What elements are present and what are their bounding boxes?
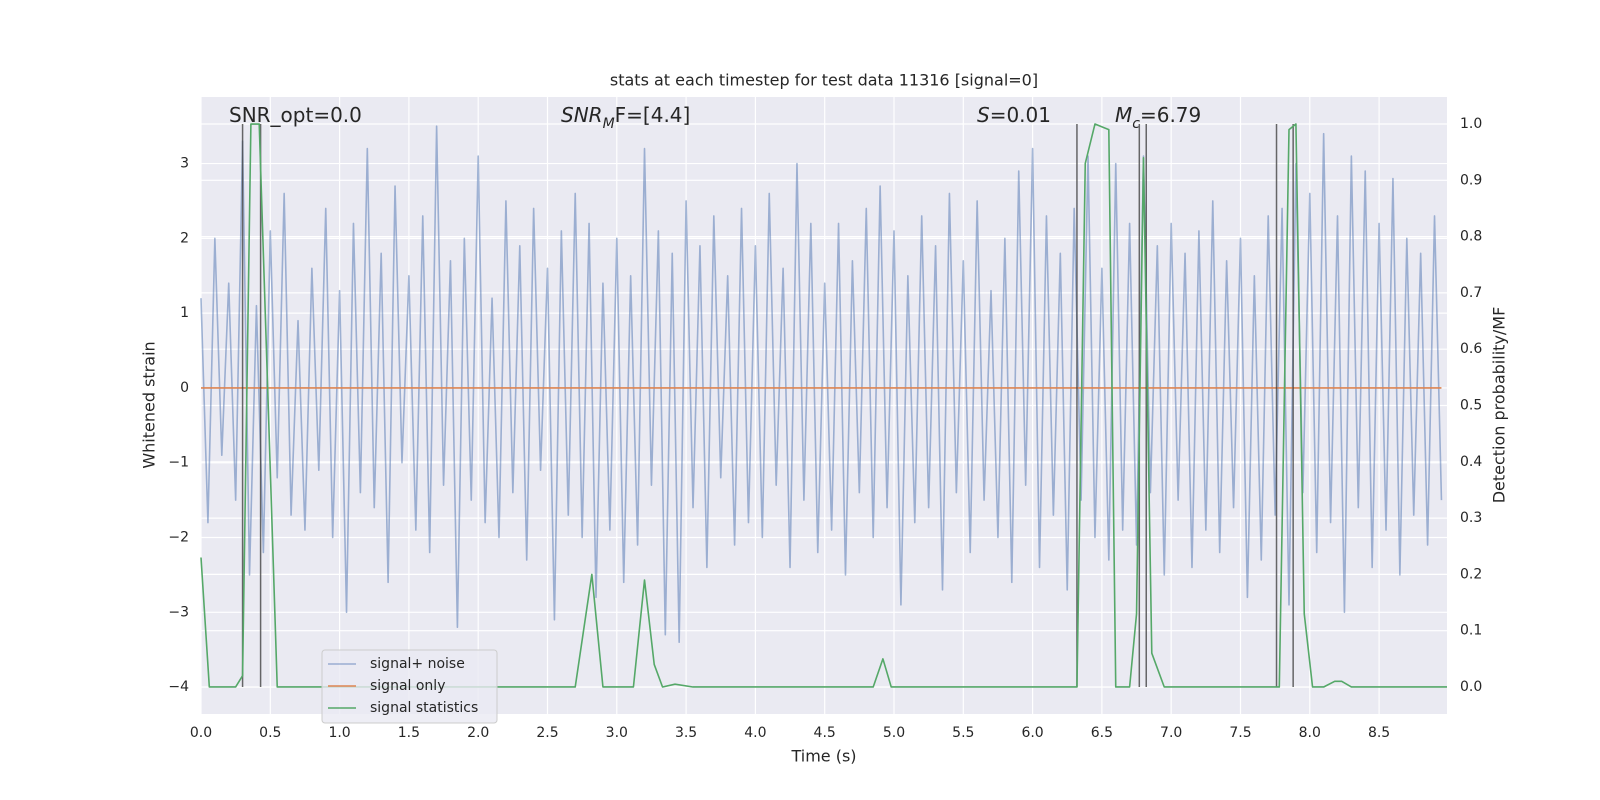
legend: signal+ noise signal only signal statistic…: [321, 649, 498, 724]
y-tick-label: 3: [180, 156, 189, 172]
y-axis-label: Whitened strain: [140, 341, 159, 468]
x-tick-label: 7.0: [1160, 725, 1182, 741]
x-axis-label: Time (s): [790, 747, 856, 766]
y2-tick-label: 0.0: [1460, 679, 1482, 695]
annotation-rest: F=[4.4]: [615, 103, 691, 127]
x-tick-label: 0.0: [190, 725, 212, 741]
x-tick-label: 2.5: [536, 725, 558, 741]
y2-tick-label: 1.0: [1460, 116, 1482, 132]
legend-label: signal only: [370, 678, 445, 694]
y2-tick-label: 0.9: [1460, 172, 1482, 188]
y2-tick-label: 0.1: [1460, 623, 1482, 639]
chart-title: stats at each timestep for test data 113…: [610, 71, 1038, 90]
annotation-rest: =6.79: [1140, 103, 1201, 127]
y2-tick-label: 0.2: [1460, 566, 1482, 582]
x-tick-label: 1.5: [398, 725, 420, 741]
y-tick-label: −2: [168, 530, 189, 546]
y2-tick-label: 0.5: [1460, 398, 1482, 414]
y-tick-label: 0: [180, 380, 189, 396]
x-tick-label: 6.5: [1091, 725, 1113, 741]
y2-tick-label: 0.7: [1460, 285, 1482, 301]
y2-axis-label: Detection probability/MF: [1490, 307, 1509, 504]
x-tick-label: 7.5: [1229, 725, 1251, 741]
y-tick-label: 1: [180, 305, 189, 321]
annotation-sub: M: [603, 116, 615, 132]
x-tick-label: 5.5: [952, 725, 974, 741]
annotation-base: SNR_opt=0.0: [229, 103, 362, 127]
x-tick-label: 5.0: [883, 725, 905, 741]
annotation-base: SNR: [561, 103, 603, 127]
annotation-base: S: [977, 103, 990, 127]
y2-tick-label: 0.4: [1460, 454, 1482, 470]
annotation-base: M: [1115, 103, 1132, 127]
annotation: S=0.01: [977, 103, 1051, 127]
y-tick-label: −3: [168, 604, 189, 620]
y-tick-label: 2: [180, 230, 189, 246]
y2-tick-label: 0.3: [1460, 510, 1482, 526]
annotation: SNR_opt=0.0: [229, 103, 362, 127]
y2-tick-label: 0.6: [1460, 341, 1482, 357]
annotation-sub: c: [1132, 116, 1140, 132]
annotation: SNRMF=[4.4]: [561, 103, 690, 133]
x-tick-label: 3.0: [606, 725, 628, 741]
x-tick-label: 3.5: [675, 725, 697, 741]
annotation: Mc=6.79: [1115, 103, 1201, 133]
annotation-rest: =0.01: [990, 103, 1051, 127]
x-tick-label: 4.5: [814, 725, 836, 741]
y2-tick-label: 0.8: [1460, 229, 1482, 245]
x-tick-label: 0.5: [259, 725, 281, 741]
y-tick-label: −4: [168, 679, 189, 695]
x-tick-label: 6.0: [1021, 725, 1043, 741]
x-tick-label: 8.0: [1299, 725, 1321, 741]
x-tick-label: 4.0: [744, 725, 766, 741]
x-tick-label: 2.0: [467, 725, 489, 741]
x-tick-label: 8.5: [1368, 725, 1390, 741]
series-line: [200, 125, 1443, 644]
x-tick-label: 1.0: [328, 725, 350, 741]
y-tick-label: −1: [168, 455, 189, 471]
legend-label: signal statistics: [370, 700, 478, 716]
legend-box: [321, 649, 498, 724]
legend-label: signal+ noise: [370, 656, 465, 672]
